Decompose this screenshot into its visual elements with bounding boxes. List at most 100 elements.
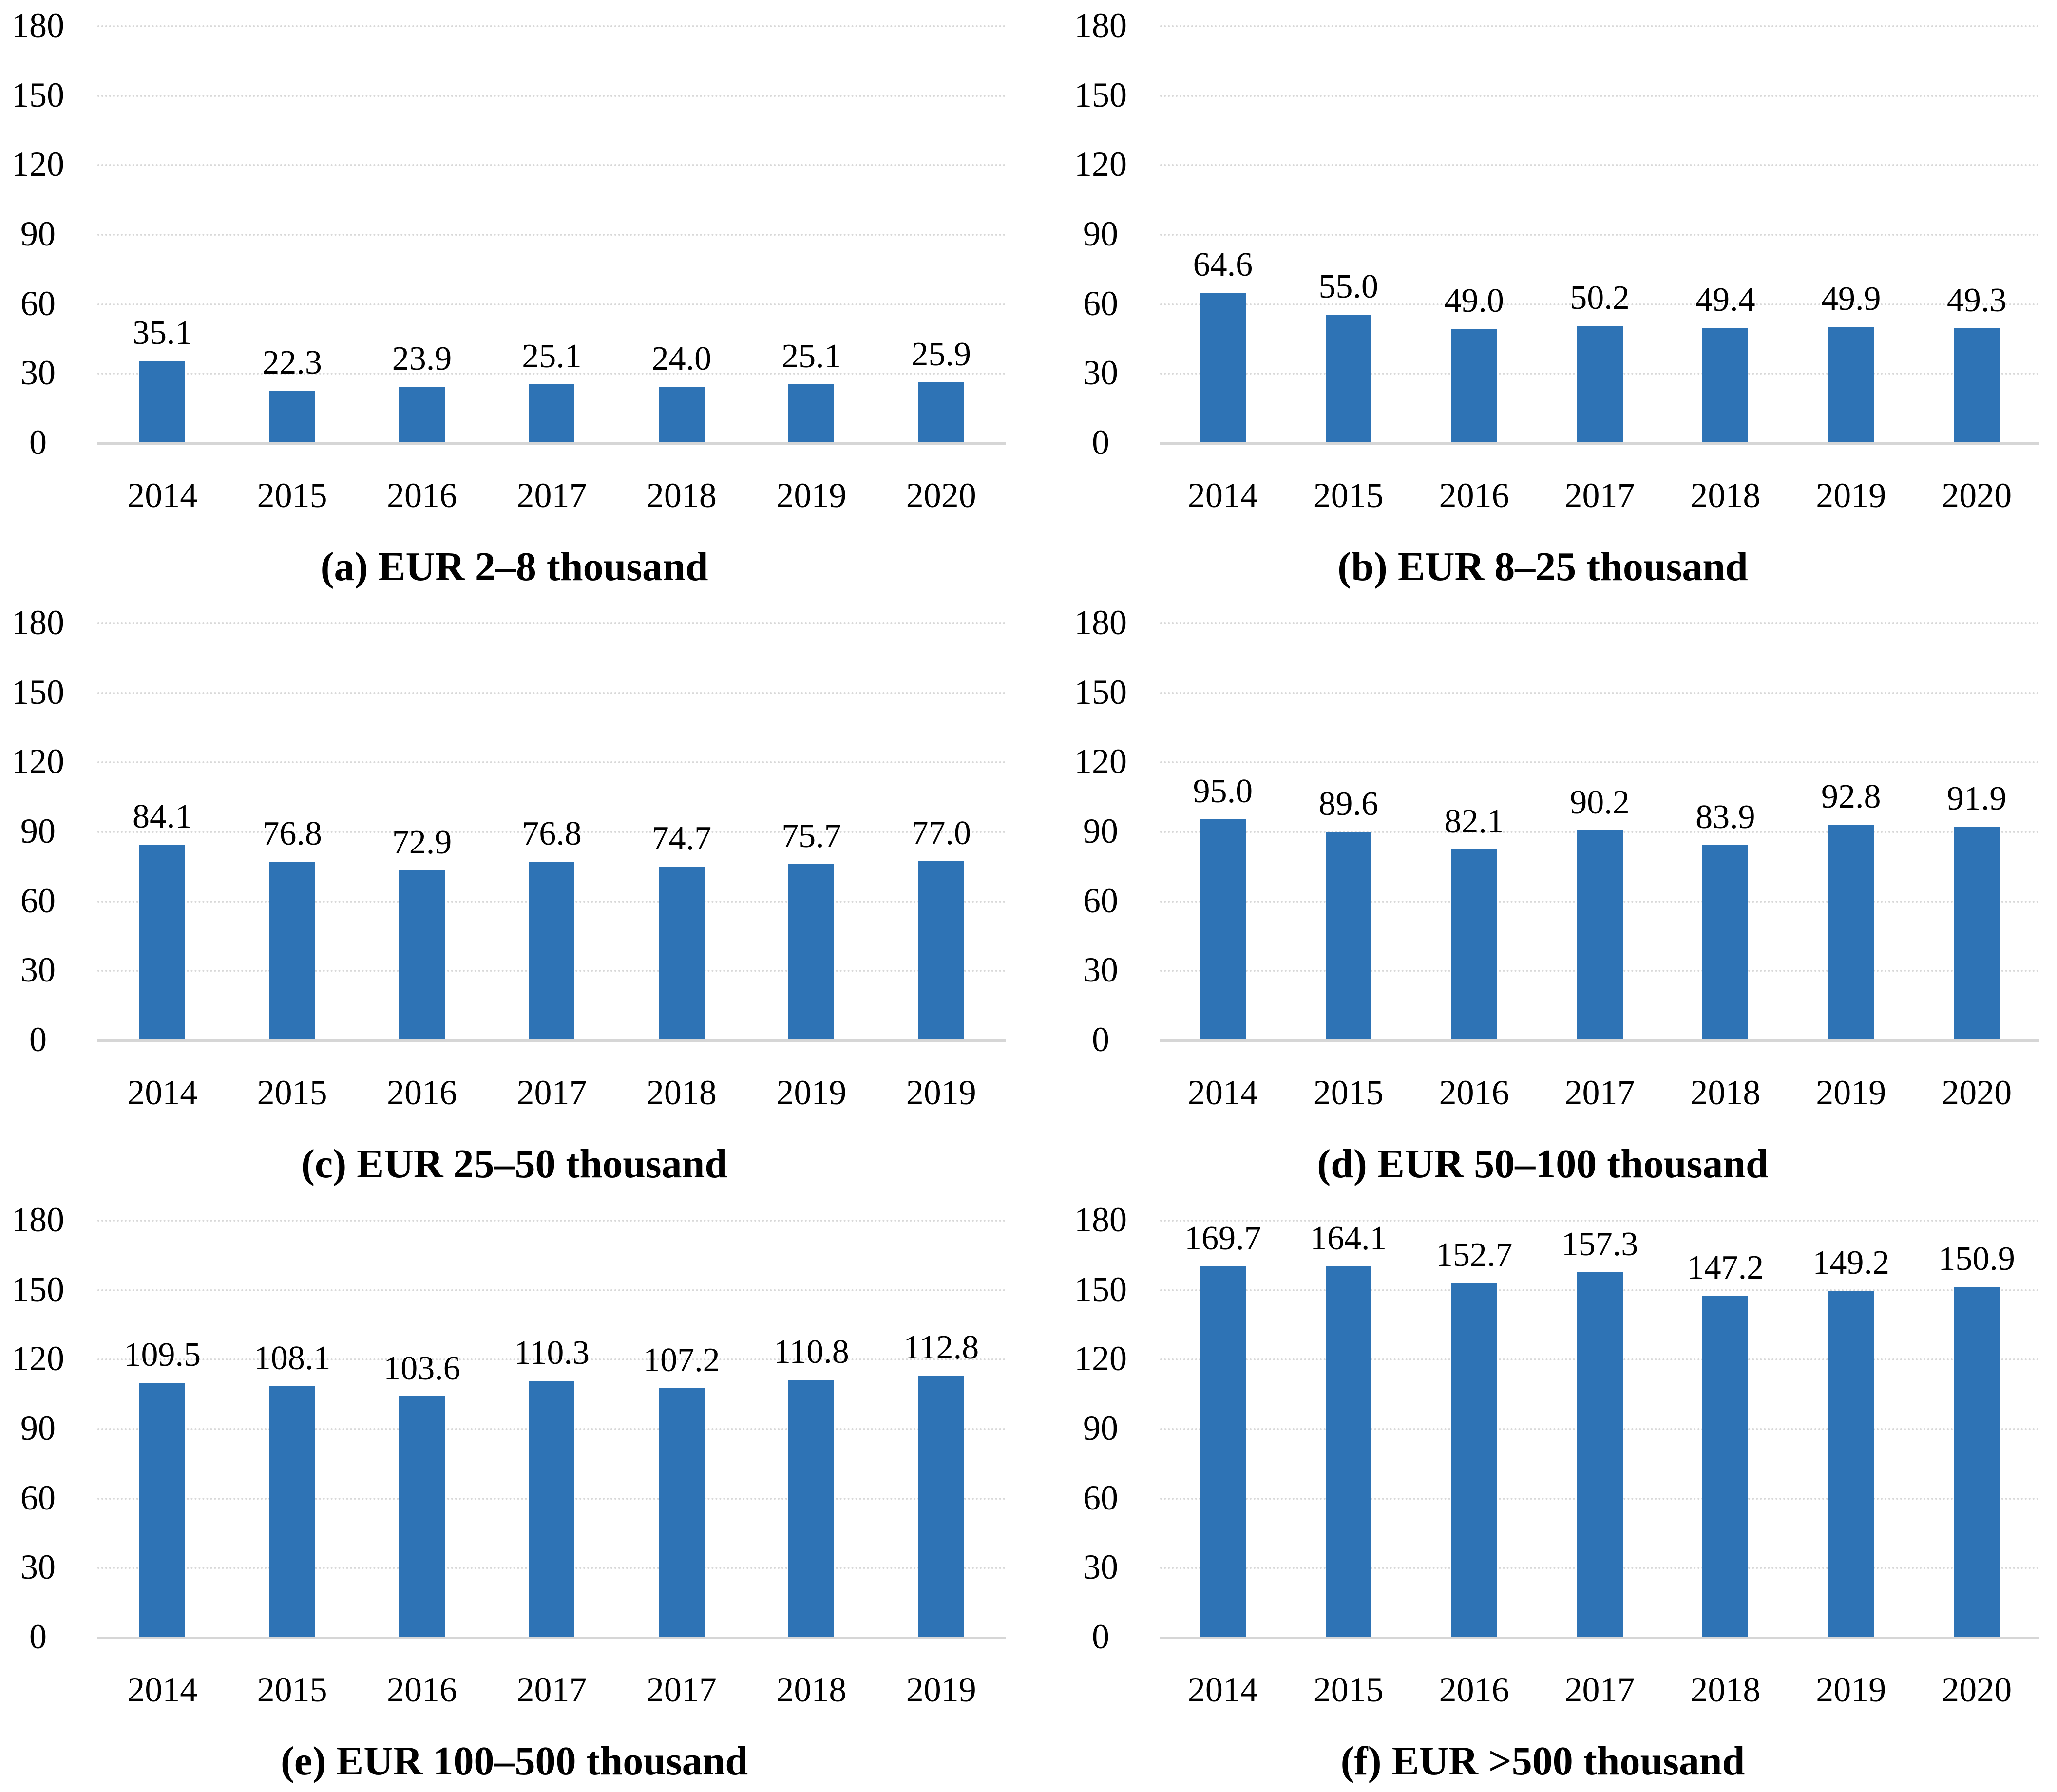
x-tick-label: 2016 bbox=[1439, 476, 1509, 515]
bars: 169.7 164.1 152.7 157.3 147.2 149.2 150.9 bbox=[1160, 1220, 2039, 1637]
bars: 35.1 22.3 23.9 25.1 24.0 25.1 25.9 bbox=[97, 25, 1006, 442]
bar-slot: 82.1 bbox=[1411, 622, 1537, 1039]
bar-slot: 108.1 bbox=[227, 1220, 357, 1637]
bar bbox=[1577, 1272, 1623, 1637]
y-axis: 0 30 60 90 120 150 180 bbox=[1067, 1200, 1135, 1656]
gridline bbox=[1160, 25, 2039, 27]
chart-caption: (c) EUR 25–50 thousand bbox=[301, 1141, 728, 1187]
y-tick-label: 150 bbox=[1074, 672, 1127, 712]
bar-slot: 74.7 bbox=[617, 622, 746, 1039]
chart-caption: (b) EUR 8–25 thousand bbox=[1337, 544, 1748, 589]
x-tick-label: 2014 bbox=[127, 1073, 198, 1112]
x-tick-label: 2019 bbox=[776, 1073, 847, 1112]
chart-caption: (e) EUR 100–500 thousand bbox=[280, 1738, 748, 1784]
bar bbox=[1828, 326, 1874, 442]
bar bbox=[1702, 1295, 1749, 1637]
bar bbox=[658, 386, 705, 442]
bar-slot: 157.3 bbox=[1537, 1220, 1663, 1637]
bars: 64.6 55.0 49.0 50.2 49.4 49.9 49.3 bbox=[1160, 25, 2039, 442]
bar-value-label: 110.3 bbox=[514, 1334, 590, 1372]
bar bbox=[1702, 328, 1749, 442]
bar bbox=[269, 1386, 315, 1637]
chart-f: 0 30 60 90 120 150 180 169.7 164.1 152.7 157.3 147… bbox=[1028, 1194, 2057, 1792]
bar-value-label: 91.9 bbox=[1946, 779, 2007, 817]
bar-slot: 89.6 bbox=[1286, 622, 1411, 1039]
bar-slot: 23.9 bbox=[357, 25, 487, 442]
plot-area: 109.5 108.1 103.6 110.3 107.2 110.8 112.8 bbox=[97, 1220, 1006, 1639]
gridline bbox=[97, 373, 1006, 375]
y-tick-label: 60 bbox=[20, 283, 56, 323]
bar-slot: 25.1 bbox=[746, 25, 876, 442]
x-tick-label: 2019 bbox=[906, 1670, 976, 1709]
bar bbox=[1451, 849, 1497, 1039]
gridline bbox=[97, 94, 1006, 97]
bar-slot: 35.1 bbox=[97, 25, 227, 442]
bar-value-label: 49.9 bbox=[1821, 280, 1881, 318]
bar-value-label: 157.3 bbox=[1561, 1225, 1638, 1263]
y-tick-label: 0 bbox=[1092, 423, 1109, 462]
bar-value-label: 22.3 bbox=[262, 343, 322, 381]
y-tick-label: 0 bbox=[29, 1020, 47, 1059]
y-tick-label: 60 bbox=[1083, 283, 1118, 323]
x-tick-label: 2018 bbox=[776, 1670, 847, 1709]
y-tick-label: 120 bbox=[12, 742, 64, 781]
bar bbox=[1325, 831, 1371, 1039]
x-tick-label: 2016 bbox=[387, 1073, 457, 1112]
x-axis-line bbox=[1160, 1039, 2039, 1042]
bar-value-label: 107.2 bbox=[643, 1341, 720, 1379]
bar-slot: 103.6 bbox=[357, 1220, 487, 1637]
x-tick-label: 2016 bbox=[1439, 1670, 1509, 1709]
gridline bbox=[97, 831, 1006, 833]
bar-value-label: 164.1 bbox=[1310, 1220, 1387, 1257]
bar bbox=[1954, 826, 2000, 1039]
bar-value-label: 25.1 bbox=[781, 337, 841, 375]
x-tick-label: 2018 bbox=[1690, 476, 1761, 515]
bar-value-label: 147.2 bbox=[1687, 1248, 1764, 1286]
x-axis-line bbox=[97, 442, 1006, 445]
gridline bbox=[1160, 1220, 2039, 1222]
y-tick-label: 0 bbox=[29, 423, 47, 462]
y-tick-label: 120 bbox=[12, 145, 64, 184]
bar-value-label: 74.7 bbox=[651, 819, 712, 857]
gridline bbox=[97, 1220, 1006, 1222]
x-tick-label: 2017 bbox=[1564, 1073, 1635, 1112]
y-tick-label: 30 bbox=[20, 950, 56, 990]
bar-value-label: 50.2 bbox=[1570, 279, 1630, 317]
gridline bbox=[97, 25, 1006, 27]
bar bbox=[1451, 1283, 1497, 1637]
gridline bbox=[1160, 234, 2039, 236]
bar-slot: 77.0 bbox=[876, 622, 1006, 1039]
bar bbox=[1325, 1266, 1371, 1637]
x-tick-label: 2017 bbox=[516, 476, 587, 515]
bar bbox=[1577, 326, 1623, 442]
gridline bbox=[1160, 622, 2039, 624]
x-axis: 2014 2015 2016 2017 2018 2019 2020 bbox=[1160, 1669, 2039, 1710]
bar-slot: 109.5 bbox=[97, 1220, 227, 1637]
bar-slot: 110.3 bbox=[487, 1220, 616, 1637]
x-tick-label: 2016 bbox=[1439, 1073, 1509, 1112]
y-tick-label: 150 bbox=[1074, 1269, 1127, 1309]
bar bbox=[918, 861, 964, 1039]
x-tick-label: 2015 bbox=[257, 1670, 327, 1709]
y-tick-label: 150 bbox=[12, 75, 64, 114]
bar-slot: 83.9 bbox=[1662, 622, 1788, 1039]
bar-slot: 84.1 bbox=[97, 622, 227, 1039]
x-tick-label: 2019 bbox=[1816, 1670, 1886, 1709]
bar bbox=[529, 384, 575, 442]
x-tick-label: 2017 bbox=[1564, 476, 1635, 515]
plot-area: 169.7 164.1 152.7 157.3 147.2 149.2 150.9 bbox=[1160, 1220, 2039, 1639]
y-tick-label: 120 bbox=[1074, 145, 1127, 184]
bar-slot: 107.2 bbox=[617, 1220, 746, 1637]
x-tick-label: 2015 bbox=[257, 476, 327, 515]
bar-value-label: 24.0 bbox=[651, 340, 712, 377]
bar-slot: 55.0 bbox=[1286, 25, 1411, 442]
chart-caption: (d) EUR 50–100 thousand bbox=[1317, 1141, 1769, 1187]
bar-slot: 91.9 bbox=[1914, 622, 2039, 1039]
y-tick-label: 180 bbox=[1074, 6, 1127, 45]
bar-slot: 76.8 bbox=[487, 622, 616, 1039]
bar bbox=[1828, 1291, 1874, 1637]
x-tick-label: 2019 bbox=[1816, 476, 1886, 515]
x-tick-label: 2018 bbox=[646, 1073, 717, 1112]
y-tick-label: 180 bbox=[1074, 603, 1127, 642]
